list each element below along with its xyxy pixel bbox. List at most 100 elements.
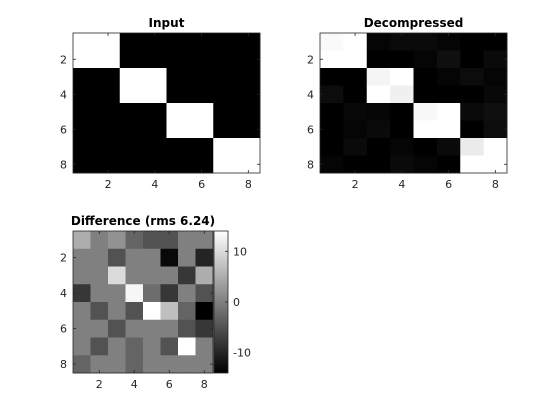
- heatmap-cell: [143, 248, 161, 267]
- heatmap-cell: [143, 85, 167, 104]
- heatmap-cell: [73, 248, 91, 267]
- heatmap-cell: [320, 50, 344, 69]
- heatmap-cell: [166, 120, 191, 139]
- heatmap-cell: [90, 355, 109, 374]
- heatmap-cell: [213, 103, 238, 121]
- heatmap-cell: [160, 231, 179, 250]
- heatmap-cell: [366, 68, 391, 86]
- heatmap-cell: [236, 120, 261, 139]
- heatmap-cell: [413, 85, 438, 104]
- heatmap-cells: [73, 33, 261, 174]
- heatmap-cell: [73, 120, 97, 139]
- heatmap-cell: [213, 120, 238, 139]
- y-tick-label: 2: [307, 53, 314, 66]
- heatmap-cell: [213, 155, 238, 174]
- heatmap-cell: [343, 50, 368, 69]
- heatmap-cell: [178, 284, 196, 303]
- axes-frame: [72, 230, 214, 374]
- heatmap-cells: [320, 33, 508, 174]
- heatmap-cell: [460, 85, 485, 104]
- heatmap-cell: [413, 103, 438, 121]
- x-tick-label: 4: [131, 378, 138, 391]
- heatmap-cell: [73, 155, 97, 174]
- heatmap-cell: [320, 85, 344, 104]
- heatmap-cell: [343, 103, 368, 121]
- heatmap-cell: [413, 50, 438, 69]
- heatmap-cell: [119, 103, 144, 121]
- y-tick-label: 2: [60, 252, 67, 265]
- heatmap-cell: [143, 231, 161, 250]
- heatmap-cell: [73, 103, 97, 121]
- y-tick-label: 6: [60, 323, 67, 336]
- heatmap-cell: [483, 85, 508, 104]
- heatmap-cell: [166, 33, 191, 51]
- heatmap-cell: [460, 103, 485, 121]
- heatmap-cell: [119, 138, 144, 156]
- heatmap-cell: [189, 68, 214, 86]
- heatmap-cell: [125, 302, 144, 321]
- heatmap-cell: [90, 231, 109, 250]
- heatmap-cell: [390, 138, 414, 156]
- heatmap-cell: [160, 302, 179, 321]
- heatmap-cell: [189, 120, 214, 139]
- heatmap-cell: [125, 337, 144, 356]
- x-tick-label: 6: [166, 378, 173, 391]
- axes-frame: [319, 32, 508, 174]
- heatmap-cell: [189, 155, 214, 174]
- heatmap-cell: [143, 266, 161, 285]
- heatmap-cell: [73, 85, 97, 104]
- colorbar-gradient: [214, 231, 228, 373]
- heatmap-cell: [390, 85, 414, 104]
- heatmap-cell: [460, 50, 485, 69]
- heatmap-cell: [143, 120, 167, 139]
- heatmap-cell: [119, 120, 144, 139]
- y-tick-label: 4: [60, 88, 67, 101]
- heatmap-cell: [119, 33, 144, 51]
- heatmap-cell: [343, 138, 368, 156]
- heatmap-cell: [195, 248, 214, 267]
- heatmap-cell: [73, 231, 91, 250]
- heatmap-cell: [413, 33, 438, 51]
- heatmap-cell: [213, 85, 238, 104]
- colorbar-tick-label: 0: [233, 296, 240, 309]
- panel-decompressed: Decompressed 2 4 6 8 2 4 6 8: [307, 16, 508, 191]
- heatmap-cell: [460, 33, 485, 51]
- heatmap-cell: [483, 103, 508, 121]
- x-tick-label: 6: [198, 178, 205, 191]
- heatmap-cell: [195, 302, 214, 321]
- heatmap-cell: [195, 266, 214, 285]
- heatmap-cell: [413, 138, 438, 156]
- heatmap-cell: [436, 68, 461, 86]
- heatmap-cell: [320, 138, 344, 156]
- heatmap-cell: [189, 85, 214, 104]
- x-tick-label: 8: [492, 178, 499, 191]
- heatmap-cell: [178, 355, 196, 374]
- heatmap-cell: [90, 319, 109, 338]
- panel-difference: Difference (rms 6.24) 2 4 6 8 2 4 6 8: [60, 214, 215, 391]
- heatmap-cell: [236, 68, 261, 86]
- heatmap-cell: [436, 120, 461, 139]
- heatmap-cell: [166, 138, 191, 156]
- heatmap-cell: [236, 103, 261, 121]
- heatmap-cell: [143, 155, 167, 174]
- heatmap-cell: [189, 33, 214, 51]
- heatmap-cell: [143, 138, 167, 156]
- heatmap-cell: [320, 155, 344, 174]
- heatmap-cell: [236, 85, 261, 104]
- heatmap-cell: [143, 337, 161, 356]
- heatmap-cell: [236, 138, 261, 156]
- heatmap-cell: [213, 33, 238, 51]
- heatmap-cell: [390, 103, 414, 121]
- heatmap-cell: [166, 85, 191, 104]
- heatmap-cell: [413, 120, 438, 139]
- axes-frame: [72, 32, 261, 174]
- heatmap-cell: [436, 103, 461, 121]
- heatmap-cell: [73, 138, 97, 156]
- y-tick-label: 8: [307, 158, 314, 171]
- heatmap-cell: [213, 68, 238, 86]
- heatmap-cell: [366, 120, 391, 139]
- heatmap-cell: [143, 284, 161, 303]
- y-tick-label: 8: [60, 358, 67, 371]
- x-tick-label: 2: [105, 178, 112, 191]
